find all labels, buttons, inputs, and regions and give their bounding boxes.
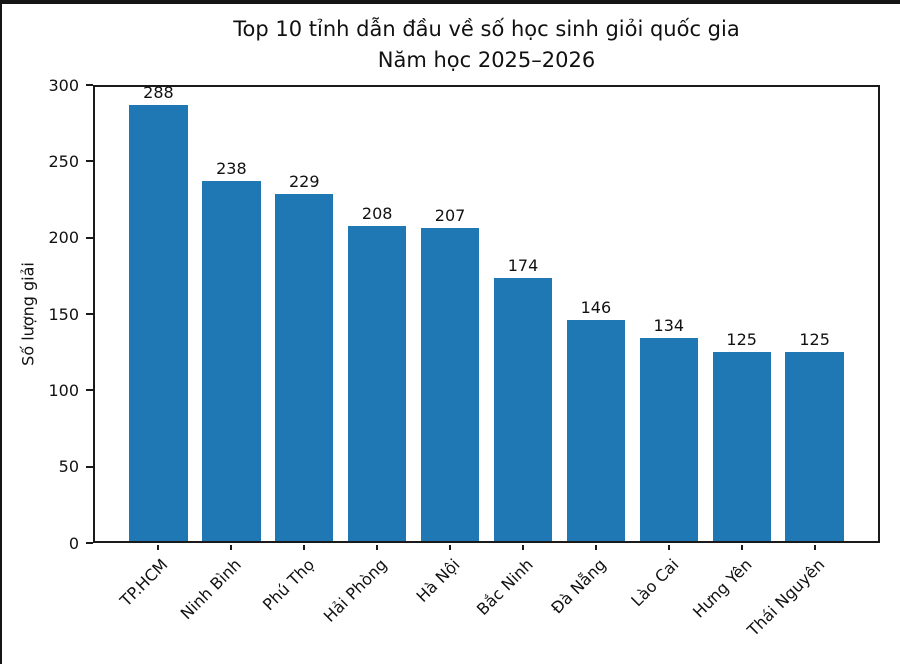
y-tick: 0: [69, 533, 93, 553]
x-tick-mark: [594, 545, 597, 550]
bar-value-label: 134: [653, 316, 685, 336]
y-tick-line: [86, 389, 93, 392]
bar-slot: 207 Hà Nội: [413, 87, 487, 606]
y-tick-line: [86, 542, 93, 544]
plot-area: 288 TP.HCM 238 Ninh Bình 229 Phú Thọ 208 Hải Ph…: [93, 83, 880, 640]
bar-value-label: 146: [580, 298, 612, 318]
x-tick-label: TP.HCM: [116, 555, 172, 611]
y-tick-label: 100: [48, 380, 79, 400]
x-tick-mark: [230, 545, 233, 550]
bar: [275, 194, 334, 541]
x-tick-label: Thái Nguyên: [743, 555, 829, 640]
bar-value-label: 229: [288, 172, 320, 192]
bar-value-label: 207: [434, 205, 466, 225]
bar-slot: 125 Hưng Yên: [689, 87, 778, 622]
y-tick: 200: [48, 228, 93, 248]
x-tick-mark: [303, 545, 306, 550]
y-axis-ticks: 0 50 100 150 200 250 300: [13, 76, 93, 553]
bar-value-label: 288: [143, 83, 174, 103]
x-tick-label: Phú Thọ: [258, 555, 318, 615]
bar-slot: 238 Ninh Bình: [177, 87, 268, 623]
bar-slot: 146 Đà Nẵng: [547, 87, 632, 617]
bar-value-label: 125: [726, 329, 757, 349]
y-tick-label: 300: [48, 75, 79, 95]
x-tick-mark: [667, 545, 670, 550]
bar-slot: 288 TP.HCM: [117, 83, 195, 610]
x-tick-mark: [157, 545, 160, 550]
bar: [493, 277, 553, 541]
y-tick-line: [86, 84, 93, 86]
x-tick-label: Hưng Yên: [688, 555, 756, 622]
bar-value-label: 238: [216, 158, 247, 178]
bar-slot: 125 Thái Nguyên: [743, 87, 851, 640]
x-tick-mark: [740, 545, 743, 550]
y-tick-label: 50: [58, 457, 79, 477]
bar: [348, 226, 407, 541]
bar-value-label: 125: [799, 329, 830, 349]
y-tick: 100: [48, 380, 93, 400]
y-tick-label: 150: [48, 304, 79, 324]
chart-title: Top 10 tỉnh dẫn đầu về số học sinh giỏi …: [233, 17, 740, 72]
bar-value-label: 174: [507, 255, 539, 275]
bar-slot: 134 Lào Cai: [627, 87, 705, 610]
x-tick-label: Hải Phòng: [319, 555, 391, 626]
bar: [785, 351, 844, 541]
x-tick-mark: [376, 545, 379, 550]
bar: [566, 320, 626, 541]
y-tick: 50: [59, 457, 93, 477]
y-tick: 250: [48, 151, 93, 171]
y-tick-label: 250: [48, 151, 79, 171]
y-tick-line: [86, 160, 93, 163]
y-tick-line: [86, 465, 93, 468]
bar-slot: 229 Phú Thọ: [259, 87, 341, 614]
x-tick-mark: [813, 545, 816, 550]
y-tick-label: 200: [48, 228, 79, 248]
y-tick: 150: [48, 304, 93, 324]
plot-wrap: 0 50 100 150 200 250 300 288 TP.HCM 238 Ninh Bình…: [48, 76, 880, 640]
bar-slot: 174 Bắc Ninh: [473, 87, 560, 619]
bar: [202, 180, 261, 541]
bar: [712, 351, 771, 541]
y-tick-label: 0: [68, 533, 79, 553]
x-tick-label: Ninh Bình: [176, 555, 245, 624]
bar-value-label: 208: [361, 204, 393, 224]
bar: [420, 227, 480, 541]
x-tick-mark: [521, 545, 524, 550]
x-tick-label: Đà Nẵng: [546, 555, 610, 618]
bar: [639, 338, 698, 541]
x-tick-mark: [449, 545, 452, 550]
bar-slot: 208 Hải Phòng: [320, 87, 414, 626]
bar: [129, 105, 188, 541]
y-tick: 300: [48, 75, 93, 95]
x-tick-label: Bắc Ninh: [472, 555, 537, 619]
y-tick-line: [86, 313, 93, 315]
y-tick-line: [86, 236, 93, 239]
x-tick-label: Hà Nội: [412, 555, 464, 607]
x-tick-label: Lào Cai: [627, 555, 683, 611]
